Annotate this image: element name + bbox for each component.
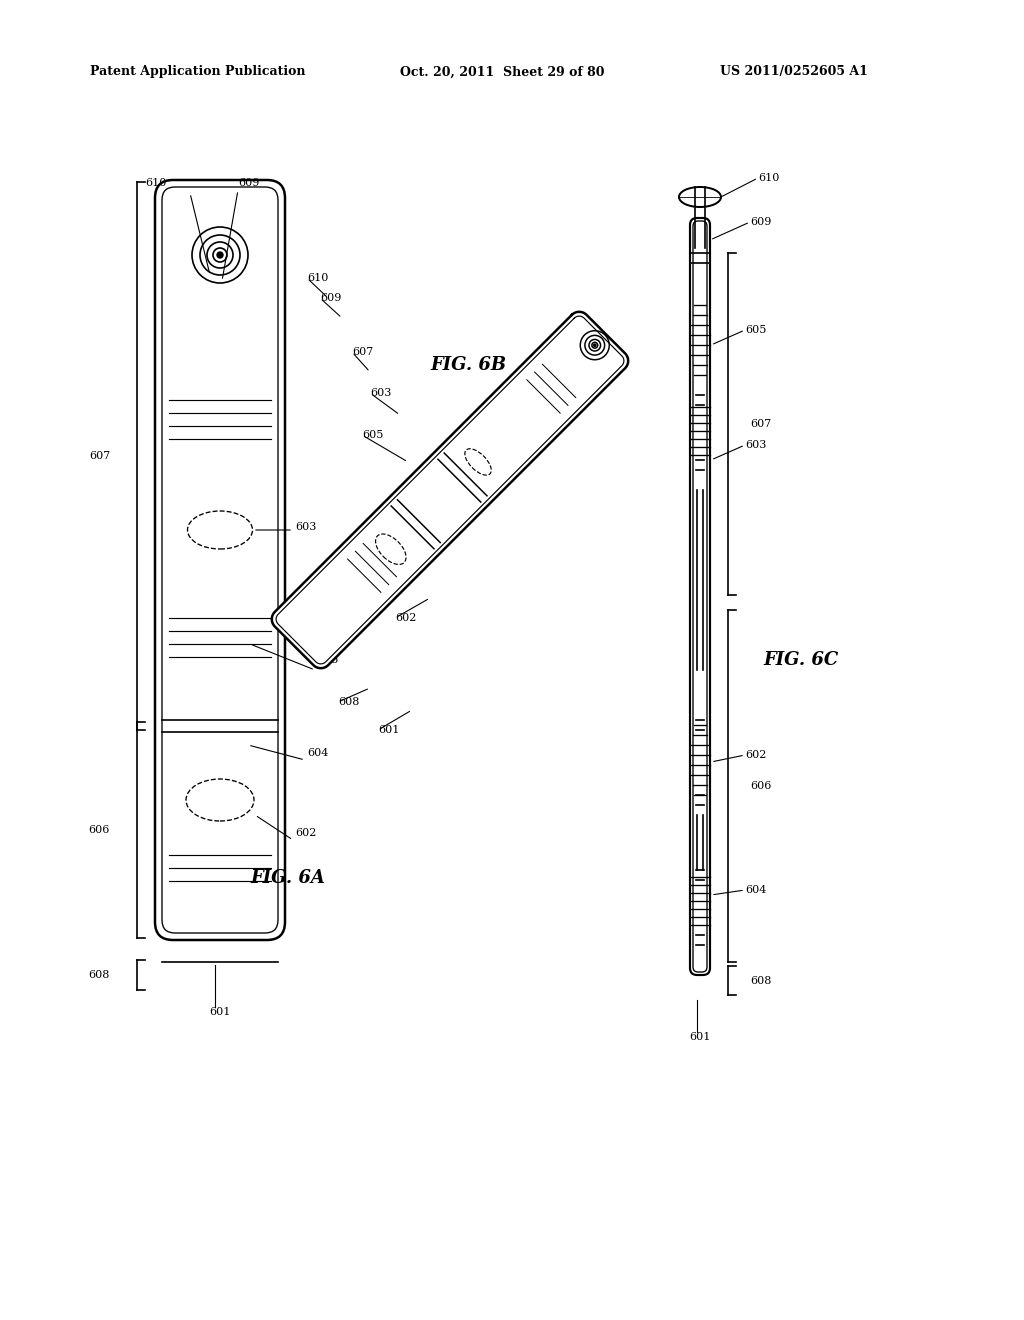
Text: US 2011/0252605 A1: US 2011/0252605 A1 [720, 66, 868, 78]
Text: 601: 601 [689, 1032, 711, 1041]
Text: 606: 606 [340, 573, 361, 583]
Text: FIG. 6C: FIG. 6C [763, 651, 839, 669]
Text: 608: 608 [338, 697, 359, 708]
Text: 602: 602 [295, 828, 316, 838]
Text: 609: 609 [238, 178, 259, 187]
Text: 607: 607 [750, 418, 771, 429]
Text: 604: 604 [745, 884, 766, 895]
Text: 606: 606 [89, 825, 110, 836]
Polygon shape [271, 312, 628, 668]
Text: 606: 606 [750, 781, 771, 791]
FancyBboxPatch shape [155, 180, 285, 940]
Text: 602: 602 [745, 750, 766, 760]
Text: Oct. 20, 2011  Sheet 29 of 80: Oct. 20, 2011 Sheet 29 of 80 [400, 66, 604, 78]
Text: 605: 605 [317, 655, 338, 665]
Text: 604: 604 [307, 748, 329, 758]
Text: FIG. 6B: FIG. 6B [430, 356, 506, 374]
Text: 609: 609 [750, 216, 771, 227]
Text: 604: 604 [397, 492, 419, 503]
Text: 607: 607 [352, 347, 374, 356]
Text: 605: 605 [362, 430, 383, 440]
Circle shape [217, 252, 223, 257]
Text: 610: 610 [145, 178, 166, 187]
Text: 601: 601 [209, 1007, 230, 1016]
Text: 609: 609 [319, 293, 341, 304]
Text: 603: 603 [370, 388, 391, 399]
Text: 610: 610 [307, 273, 329, 282]
Text: 601: 601 [378, 725, 399, 735]
Text: 605: 605 [745, 325, 766, 335]
Text: 607: 607 [89, 451, 110, 461]
Ellipse shape [679, 187, 721, 207]
Text: 610: 610 [758, 173, 779, 183]
Text: 602: 602 [395, 612, 417, 623]
Text: Patent Application Publication: Patent Application Publication [90, 66, 305, 78]
FancyBboxPatch shape [690, 218, 710, 975]
Text: 603: 603 [295, 521, 316, 532]
Text: FIG. 6A: FIG. 6A [250, 869, 325, 887]
Text: 608: 608 [89, 970, 110, 979]
Circle shape [594, 345, 596, 346]
Text: 603: 603 [745, 440, 766, 450]
Text: 608: 608 [750, 975, 771, 986]
